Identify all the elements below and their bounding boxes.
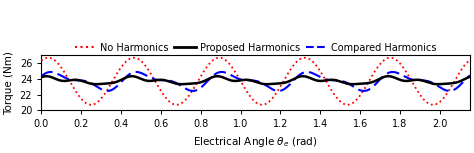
No Harmonics [87, 104, 93, 106]
Compared Harmonics [38, 75, 44, 77]
Legend: No Harmonics, Proposed Harmonics, Compared Harmonics: No Harmonics, Proposed Harmonics, Compar… [75, 43, 437, 53]
Proposed Harmonics [385, 75, 391, 77]
Compared Harmonics [87, 82, 93, 84]
No Harmonics [467, 59, 473, 61]
X-axis label: Electrical Angle $\theta_e$ (rad): Electrical Angle $\theta_e$ (rad) [193, 135, 318, 149]
Proposed Harmonics [87, 83, 93, 84]
Line: No Harmonics: No Harmonics [41, 58, 470, 105]
Compared Harmonics [48, 71, 54, 73]
Proposed Harmonics [412, 79, 418, 81]
Line: Compared Harmonics: Compared Harmonics [41, 72, 470, 91]
Compared Harmonics [190, 90, 196, 92]
Compared Harmonics [203, 82, 209, 84]
Proposed Harmonics [467, 76, 473, 78]
No Harmonics [413, 87, 419, 89]
Compared Harmonics [113, 86, 118, 88]
Compared Harmonics [459, 83, 465, 84]
Compared Harmonics [413, 79, 419, 81]
No Harmonics [222, 58, 228, 60]
Proposed Harmonics [459, 80, 465, 82]
Proposed Harmonics [435, 83, 441, 85]
Line: Proposed Harmonics: Proposed Harmonics [41, 76, 470, 84]
No Harmonics [38, 60, 44, 62]
Y-axis label: Torque (Nm): Torque (Nm) [4, 51, 14, 115]
No Harmonics [113, 75, 118, 77]
No Harmonics [203, 68, 209, 69]
No Harmonics [459, 68, 465, 70]
No Harmonics [217, 57, 222, 59]
Proposed Harmonics [203, 79, 209, 81]
Compared Harmonics [467, 75, 473, 76]
Proposed Harmonics [113, 81, 118, 83]
Proposed Harmonics [38, 76, 44, 78]
Proposed Harmonics [221, 77, 227, 79]
No Harmonics [174, 104, 180, 106]
Compared Harmonics [222, 71, 228, 73]
